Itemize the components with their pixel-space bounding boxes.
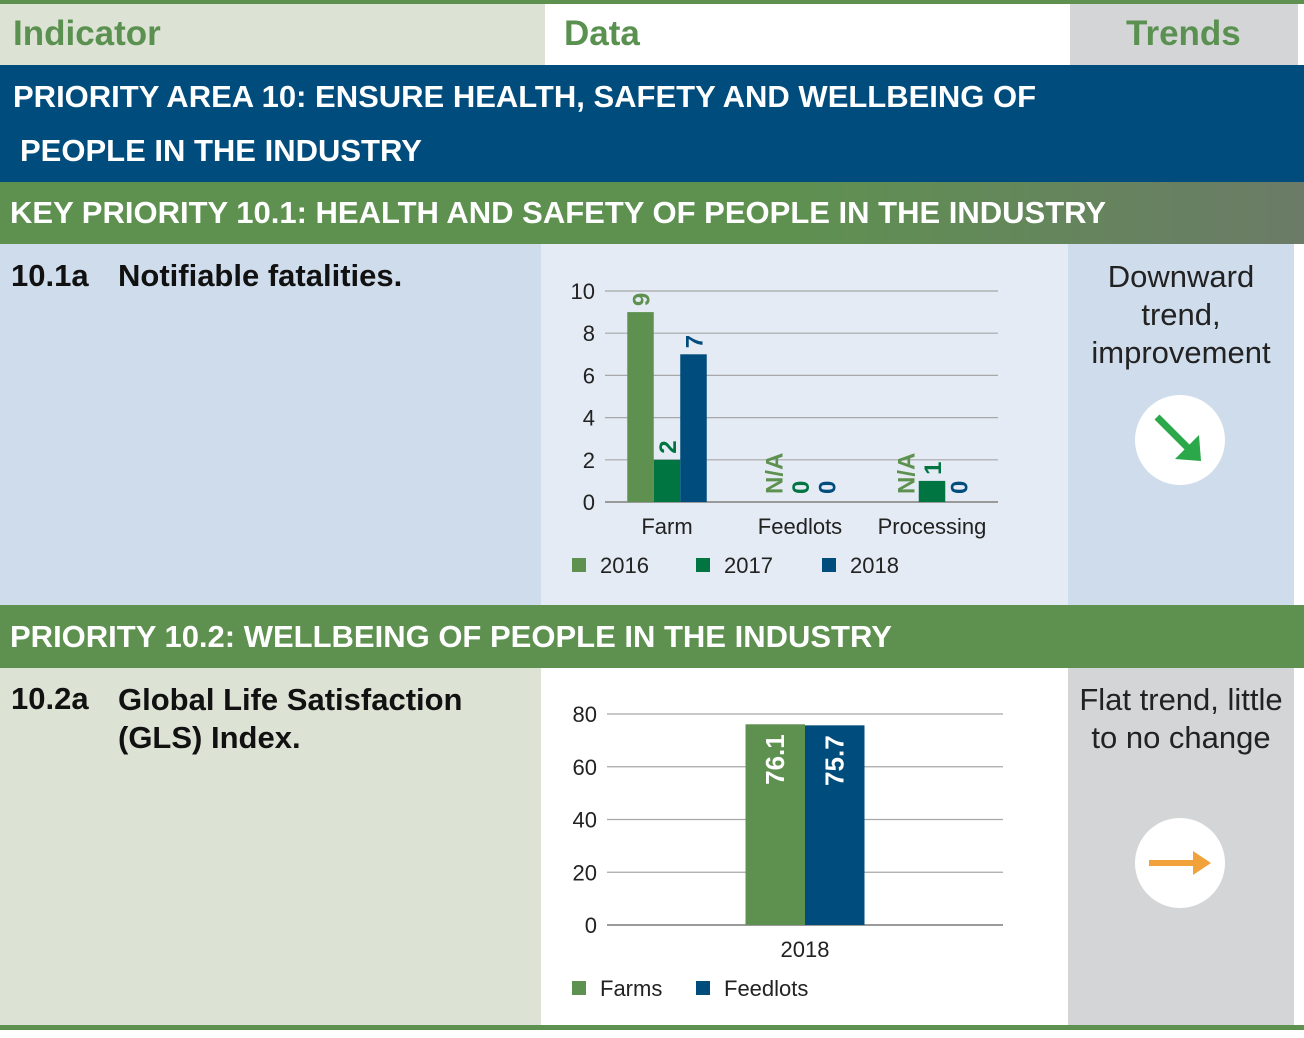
bar-Feedlots (805, 725, 865, 925)
legend-swatch-Feedlots (696, 981, 710, 995)
legend-label: 2016 (600, 553, 649, 578)
data-label: 0 (947, 481, 974, 494)
legend-label: 2017 (724, 553, 773, 578)
y-tick-label: 80 (573, 702, 597, 727)
legend-label: 2018 (850, 553, 899, 578)
x-tick-label: Farm (641, 514, 692, 539)
bar-2017 (918, 480, 946, 502)
data-label: 0 (788, 481, 815, 494)
legend-label: Farms (600, 976, 662, 1001)
key-priority-1-band: KEY PRIORITY 10.1: HEALTH AND SAFETY OF … (0, 182, 1304, 244)
data-label: 1 (920, 462, 947, 475)
data-label: N/A (762, 453, 789, 494)
x-tick-label: Processing (878, 514, 987, 539)
bottom-rule (0, 1025, 1304, 1030)
x-tick-label: 2018 (781, 937, 830, 962)
bar-2018 (680, 354, 707, 502)
data-label: 0 (815, 481, 842, 494)
legend-label: Feedlots (724, 976, 808, 1001)
priority-area-band: PRIORITY AREA 10: ENSURE HEALTH, SAFETY … (0, 65, 1304, 182)
legend-swatch-2017 (696, 558, 710, 572)
indicator-header: Indicator (13, 14, 161, 53)
bar-2017 (653, 459, 681, 502)
priority-area-title-line1: PRIORITY AREA 10: ENSURE HEALTH, SAFETY … (13, 79, 1037, 114)
y-tick-label: 6 (583, 363, 595, 388)
data-label: 75.7 (820, 735, 850, 786)
data-label: 7 (682, 335, 709, 348)
row1-indicator-cell (0, 244, 541, 605)
trend-right-icon (1135, 818, 1225, 908)
priority-area-title-line2: PEOPLE IN THE INDUSTRY (20, 133, 422, 168)
y-tick-label: 2 (583, 448, 595, 473)
y-tick-label: 40 (573, 808, 597, 833)
y-tick-label: 4 (583, 406, 595, 431)
y-tick-label: 60 (573, 755, 597, 780)
trend-down-right-icon (1135, 395, 1225, 485)
bar-2016 (627, 312, 654, 502)
row2-label: Global Life Satisfaction (GLS) Index. (118, 682, 463, 755)
data-label: 2 (655, 440, 682, 453)
row2-indicator-cell (0, 668, 541, 1025)
row1-code: 10.1a (11, 258, 89, 293)
indicator-header-cell (0, 4, 545, 65)
legend-swatch-2016 (572, 558, 586, 572)
y-tick-label: 8 (583, 321, 595, 346)
y-tick-label: 10 (571, 279, 595, 304)
row2-trend-text: Flat trend, little to no change (1079, 682, 1283, 755)
trends-header-cell (1070, 4, 1298, 65)
y-tick-label: 20 (573, 860, 597, 885)
y-tick-label: 0 (585, 913, 597, 938)
key-priority-1-title: KEY PRIORITY 10.1: HEALTH AND SAFETY OF … (10, 195, 1107, 230)
data-label: 76.1 (760, 734, 790, 785)
key-priority-2-band: PRIORITY 10.2: WELLBEING OF PEOPLE IN TH… (0, 605, 1304, 668)
legend-swatch-Farms (572, 981, 586, 995)
row1-trend-text: Downward trend, improvement (1091, 259, 1271, 370)
bar-Farms (745, 724, 805, 925)
row2-code: 10.2a (11, 681, 89, 716)
row1-label: Notifiable fatalities. (118, 258, 403, 293)
x-tick-label: Feedlots (758, 514, 842, 539)
top-rule (0, 0, 1304, 4)
data-label: 9 (629, 293, 656, 306)
y-tick-label: 0 (583, 490, 595, 515)
data-label: N/A (894, 453, 921, 494)
trends-header: Trends (1126, 14, 1241, 53)
key-priority-2-title: PRIORITY 10.2: WELLBEING OF PEOPLE IN TH… (10, 619, 892, 654)
data-header: Data (564, 14, 640, 53)
legend-swatch-2018 (822, 558, 836, 572)
